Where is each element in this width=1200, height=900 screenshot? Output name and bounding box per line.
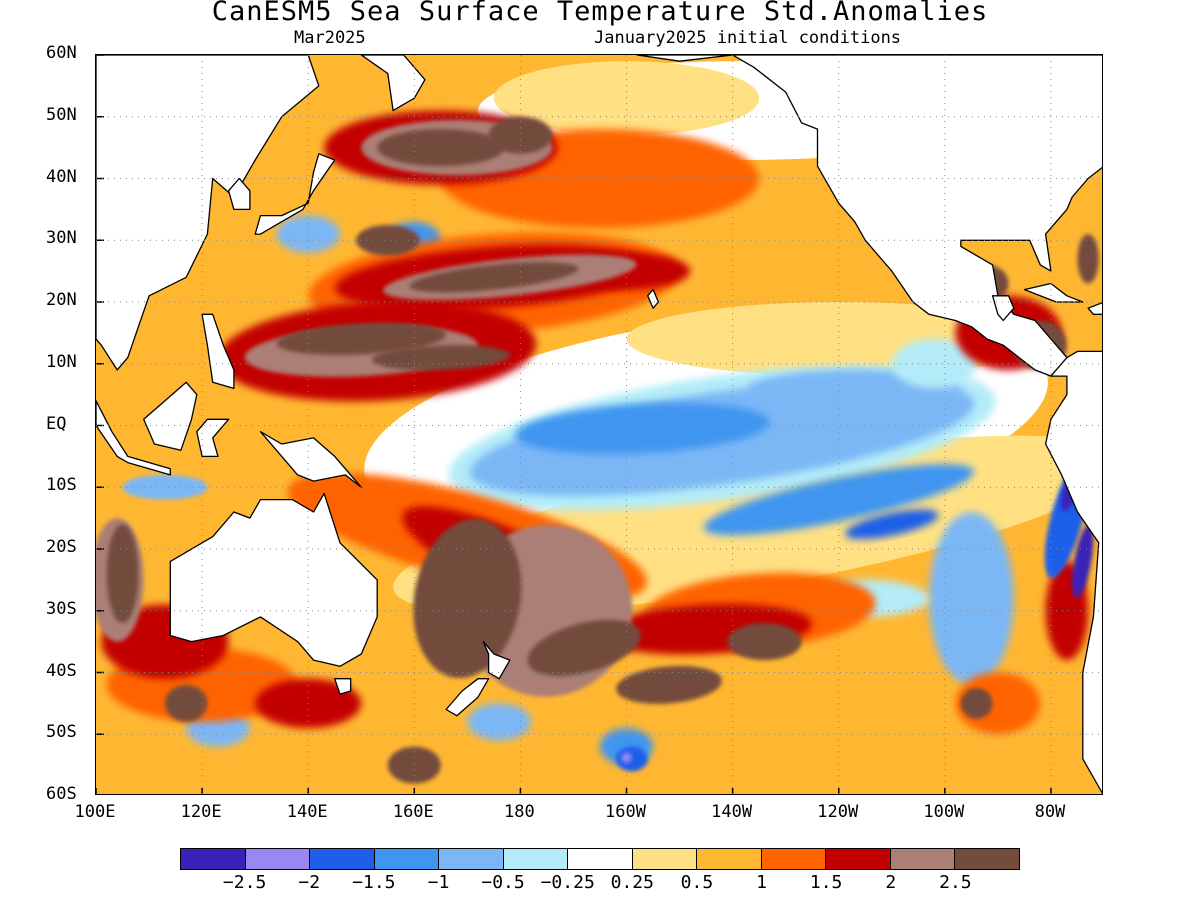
lat-tick-label: 20N	[46, 290, 77, 310]
anomaly-patch	[371, 345, 510, 371]
colorbar-label: 0.5	[680, 872, 714, 893]
lat-tick-label: 10S	[46, 475, 77, 496]
land-hawaii	[647, 288, 660, 309]
anomaly-patch	[891, 339, 977, 389]
lat-tick-label: 50N	[46, 104, 77, 125]
anomaly-patch	[493, 61, 760, 136]
lat-tick-label: 40S	[46, 660, 77, 681]
lon-tick-label: 140E	[286, 802, 328, 822]
anomaly-patch	[616, 665, 722, 704]
anomaly-patch	[488, 116, 553, 154]
anomaly-patch	[527, 619, 641, 677]
colorbar-swatch-6	[568, 849, 633, 869]
anomaly-patch	[928, 511, 1014, 685]
anomaly-patch	[387, 746, 441, 784]
colorbar-swatch-8	[697, 849, 762, 869]
anomaly-patch	[276, 215, 341, 253]
lat-tick-label: 10N	[46, 351, 77, 372]
lat-tick-label: 30S	[46, 598, 77, 619]
land-hispaniola	[1087, 302, 1102, 315]
lat-tick-label: 60S	[46, 784, 77, 804]
colorbar-swatch-1	[245, 849, 311, 869]
lat-tick-label: 40N	[46, 166, 77, 187]
colorbar-swatch-2	[310, 849, 375, 869]
anomaly-patch	[467, 703, 532, 741]
land-kamchatka-siberia	[360, 55, 426, 112]
colorbar-label: −0.5	[481, 872, 525, 893]
anomaly-patch	[355, 224, 420, 256]
land-japan	[254, 153, 336, 235]
land-cuba	[1023, 282, 1084, 303]
land-new-guinea	[259, 431, 362, 488]
anomaly-map	[96, 55, 1102, 794]
chart-title: CanESM5 Sea Surface Temperature Std.Anom…	[211, 0, 989, 27]
colorbar-label: 1.5	[809, 872, 843, 893]
lat-tick-label: EQ	[46, 413, 67, 434]
forecast-month: Mar2025	[294, 28, 366, 48]
colorbar-label: 0.25	[610, 872, 654, 893]
land-philippines	[201, 313, 235, 390]
initial-conditions: January2025 initial conditions	[594, 28, 902, 48]
lat-tick-label: 60N	[46, 43, 77, 63]
colorbar-label: −2.5	[222, 872, 267, 893]
land-sumatra-java	[96, 400, 171, 476]
land-korea	[227, 177, 251, 211]
lon-tick-label: 100W	[923, 802, 965, 822]
colorbar-swatch-4	[439, 849, 504, 869]
land-new-zealand-south	[445, 678, 490, 717]
anomaly-patch	[413, 518, 522, 678]
lat-tick-label: 20S	[46, 537, 77, 557]
colorbar-swatch-5	[503, 849, 569, 869]
colorbar-label: −1.5	[352, 872, 396, 893]
anomaly-patch	[276, 323, 447, 356]
anomaly-patch	[409, 262, 579, 293]
colorbar-swatch-7	[632, 849, 698, 869]
colorbar-swatch-9	[761, 849, 827, 869]
colorbar-label: 2	[885, 872, 897, 893]
lon-tick-label: 80W	[1034, 802, 1066, 822]
land-sulawesi	[196, 418, 230, 458]
colorbar-label: 1	[756, 872, 767, 893]
colorbar-swatch-12	[955, 849, 1019, 869]
map-panel	[95, 54, 1103, 795]
colorbar-label: 2.5	[939, 872, 972, 893]
graticule	[96, 55, 1102, 794]
colorbar-swatch-11	[890, 849, 956, 869]
anomaly-patch	[377, 129, 505, 167]
anomaly-patch	[845, 509, 939, 540]
colorbar-swatch-10	[826, 849, 891, 869]
anomaly-patch	[164, 684, 208, 722]
lon-tick-label: 140W	[711, 802, 753, 822]
anomaly-patch	[515, 403, 770, 455]
anomaly-patch	[1077, 234, 1099, 284]
colorbar-label: −1	[427, 872, 450, 893]
anomaly-patch	[106, 524, 139, 624]
lon-tick-label: 180	[504, 802, 535, 822]
lon-tick-label: 100E	[74, 802, 116, 822]
anomaly-patch	[960, 687, 993, 719]
lon-tick-label: 160W	[605, 802, 646, 822]
colorbar-swatch-0	[181, 849, 246, 869]
land-new-zealand-north	[482, 640, 511, 680]
colorbar	[180, 848, 1020, 870]
anomaly-patch	[615, 746, 648, 772]
anomaly-patch	[1072, 524, 1094, 598]
lon-tick-label: 160E	[392, 802, 434, 822]
colorbar-label: −2	[298, 872, 321, 893]
land-south-america	[1044, 350, 1102, 794]
colorbar-label: −0.25	[540, 872, 595, 893]
land-borneo	[143, 381, 198, 451]
colorbar-swatch-3	[374, 849, 440, 869]
lat-tick-label: 50S	[46, 722, 77, 743]
anomaly-patch	[122, 474, 208, 500]
anomaly-field	[96, 61, 1102, 784]
lon-tick-label: 120E	[180, 802, 222, 822]
lat-tick-label: 30N	[46, 228, 77, 249]
land-tasmania	[334, 678, 352, 695]
land-australia	[169, 492, 378, 667]
land-asia-mainland	[96, 55, 320, 371]
land-masses	[96, 55, 1102, 794]
anomaly-patch	[727, 623, 802, 661]
lon-tick-label: 120W	[817, 802, 859, 822]
